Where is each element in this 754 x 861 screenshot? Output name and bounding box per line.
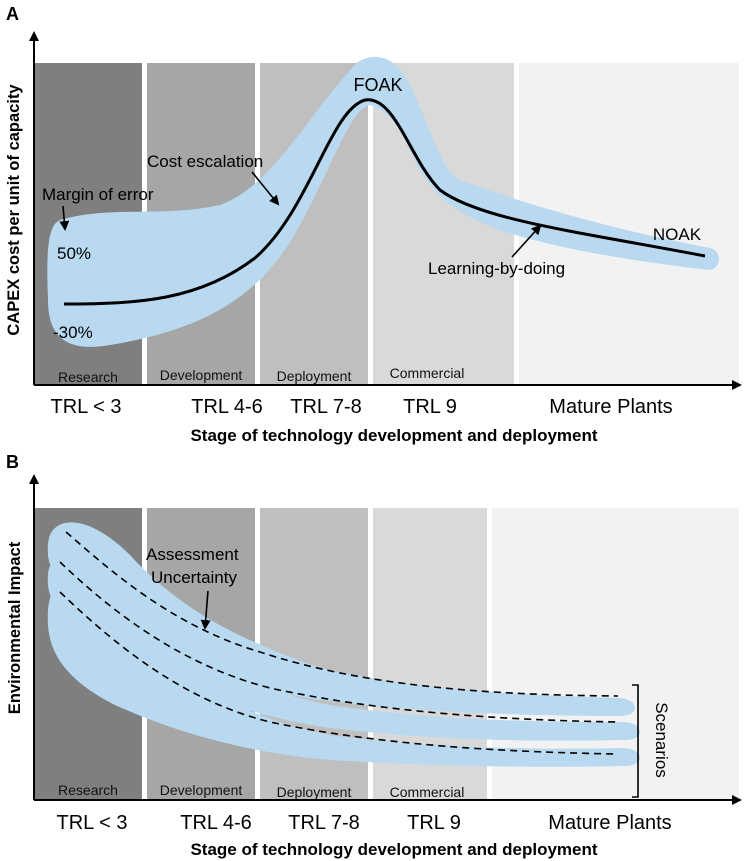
foak-label: FOAK <box>353 75 402 95</box>
trl-label-a-research: TRL < 3 <box>51 396 122 418</box>
assessment-label-line2: Uncertainty <box>151 568 237 587</box>
trl-label-b-commercial: TRL 9 <box>407 812 461 834</box>
stage-label-b-deployment: Deployment <box>277 784 352 800</box>
stage-label-b-research: Research <box>58 782 118 798</box>
trl-label-a-development: TRL 4-6 <box>191 396 263 418</box>
panel-b-y-axis-title: Environmental Impact <box>6 541 24 714</box>
scenario-line-top <box>65 531 619 697</box>
panel-b: B Research Development Deployment Commer… <box>6 452 742 859</box>
cost-escalation-label: Cost escalation <box>147 152 263 171</box>
scenario-bands <box>47 522 640 767</box>
stage-label-b-commercial: Commercial <box>390 784 465 800</box>
cost-escalation-arrow <box>251 171 280 206</box>
panel-a-x-axis-title: Stage of technology development and depl… <box>190 426 597 445</box>
scenario-lines <box>59 531 619 755</box>
margin-of-error-label: Margin of error <box>42 185 154 204</box>
scenario-band-top <box>47 522 635 716</box>
trl-label-b-deployment: TRL 7-8 <box>288 812 360 834</box>
scenario-line-middle <box>59 561 619 723</box>
trl-label-b-mature: Mature Plants <box>548 812 671 834</box>
upper-margin-label: 50% <box>57 244 91 263</box>
stage-label-development: Development <box>160 367 243 383</box>
scenario-band-middle <box>47 559 640 741</box>
stage-label-research: Research <box>58 369 118 385</box>
assessment-arrow <box>200 590 211 630</box>
assessment-label-line1: Assessment <box>146 545 239 564</box>
stage-label-commercial: Commercial <box>390 365 465 381</box>
scenarios-bracket <box>632 684 639 798</box>
trl-label-a-commercial: TRL 9 <box>403 396 457 418</box>
learning-by-doing-label: Learning-by-doing <box>428 259 565 278</box>
panel-b-x-axis-title: Stage of technology development and depl… <box>190 840 597 859</box>
scenario-line-bottom <box>59 591 619 755</box>
panel-a-y-axis-title: CAPEX cost per unit of capacity <box>5 84 23 336</box>
panel-a: A Research Development Deployment Commer… <box>5 4 742 445</box>
lower-margin-label: -30% <box>53 323 93 342</box>
cost-uncertainty-band <box>47 56 719 347</box>
margin-of-error-arrow <box>59 205 70 231</box>
stage-label-deployment: Deployment <box>277 368 352 384</box>
scenarios-label: Scenarios <box>652 702 671 778</box>
trl-label-b-research: TRL < 3 <box>57 812 128 834</box>
trl-label-b-development: TRL 4-6 <box>180 812 252 834</box>
cost-curve <box>63 98 706 306</box>
trl-label-a-deployment: TRL 7-8 <box>290 396 362 418</box>
noak-label: NOAK <box>653 225 702 244</box>
panel-b-letter: B <box>6 452 19 472</box>
learning-by-doing-arrow <box>511 224 542 258</box>
panel-a-letter: A <box>6 4 19 24</box>
trl-label-a-mature: Mature Plants <box>549 396 672 418</box>
stage-label-b-development: Development <box>160 782 243 798</box>
scenario-band-bottom <box>47 589 640 767</box>
